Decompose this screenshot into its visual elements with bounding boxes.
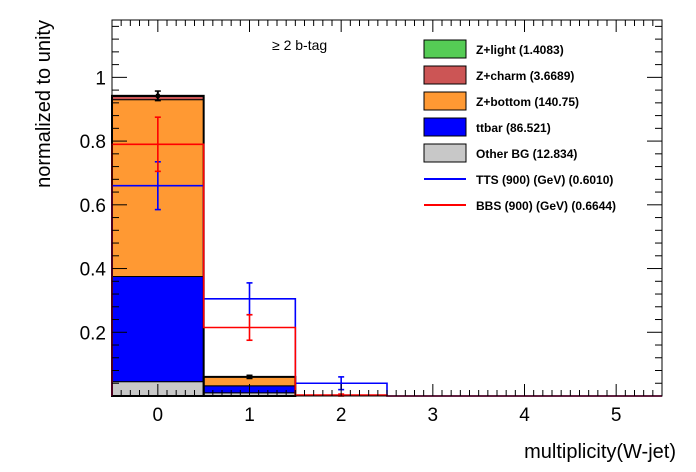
legend-label-1: Z+charm (3.6689)	[476, 69, 574, 83]
stack-point-bin-1	[247, 374, 252, 379]
legend-swatch-3	[423, 117, 467, 137]
legend-swatch-2	[423, 91, 467, 111]
y-tick-label-3: 0.8	[80, 132, 106, 153]
y-tick-label-1: 0.4	[80, 260, 107, 281]
stack-point-bin-0	[155, 93, 160, 98]
legend: Z+light (1.4083) Z+charm (3.6689) Z+bottom…	[423, 39, 616, 213]
legend-label-5: TTS (900) (GeV) (0.6010)	[476, 173, 613, 187]
y-tick-label-0: 0.2	[80, 323, 106, 344]
legend-swatch-1	[423, 65, 467, 85]
y-axis-title: normalized to unity	[33, 20, 55, 188]
x-tick-label-3: 3	[428, 405, 439, 426]
stack-bar-1-bin-0	[111, 276, 205, 383]
x-tick-label-4: 4	[519, 405, 530, 426]
x-tick-label-2: 2	[336, 405, 347, 426]
legend-label-4: Other BG (12.834)	[476, 147, 577, 161]
x-axis-title: multiplicity(W-jet)	[524, 441, 676, 463]
legend-swatch-4	[423, 143, 467, 163]
legend-label-3: ttbar (86.521)	[476, 121, 551, 135]
axes-ticks-group: 0 1 2 3 4 5 0.2 0.4 0.6 0.8 1	[80, 20, 663, 426]
legend-swatch-0	[423, 39, 467, 59]
x-tick-label-0: 0	[153, 405, 164, 426]
legend-label-6: BBS (900) (GeV) (0.6644)	[476, 199, 616, 213]
y-tick-label-4: 1	[95, 68, 106, 89]
selection-annotation: ≥ 2 b-tag	[272, 37, 327, 53]
legend-label-0: Z+light (1.4083)	[476, 43, 564, 57]
x-tick-label-1: 1	[244, 405, 255, 426]
legend-label-2: Z+bottom (140.75)	[476, 95, 579, 109]
x-tick-label-5: 5	[611, 405, 622, 426]
y-tick-label-2: 0.6	[80, 196, 106, 217]
